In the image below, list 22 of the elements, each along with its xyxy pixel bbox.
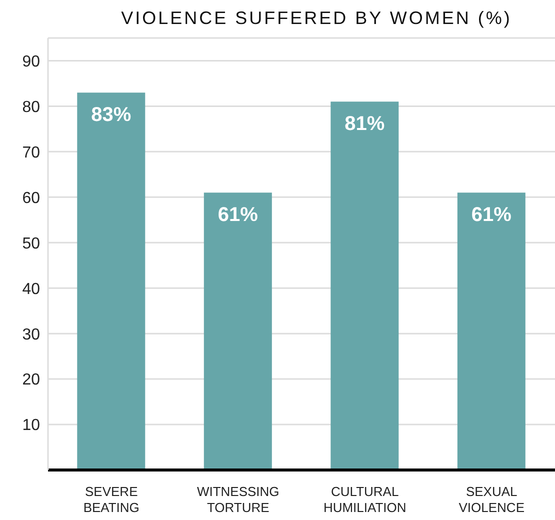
x-tick-label: SEXUAL VIOLENCE — [458, 484, 525, 515]
y-tick-label: 30 — [22, 326, 40, 344]
bar — [330, 102, 399, 470]
data-label: 83% — [91, 104, 132, 126]
y-tick-label: 20 — [22, 372, 40, 389]
y-tick-label: 60 — [22, 190, 40, 207]
y-tick-label: 10 — [22, 417, 40, 434]
chart-title: VIOLENCE SUFFERED BY WOMEN (%) — [120, 8, 513, 30]
bar — [77, 92, 146, 470]
x-tick-label: CULTURAL HUMILIATION — [323, 484, 406, 515]
data-label: 61% — [218, 204, 258, 226]
y-tick-label: 40 — [22, 280, 40, 298]
data-label: 61% — [471, 204, 512, 226]
x-tick-label: WITNESSING TORTURE — [196, 484, 280, 515]
x-tick-label: SEVERE BEATING — [83, 484, 140, 515]
y-tick-label: 80 — [22, 98, 40, 116]
bar — [457, 192, 526, 470]
bar — [204, 192, 272, 470]
y-tick-label: 90 — [22, 53, 40, 70]
data-label: 81% — [344, 112, 385, 135]
y-tick-label: 50 — [22, 235, 40, 252]
y-tick-label: 70 — [22, 144, 40, 162]
